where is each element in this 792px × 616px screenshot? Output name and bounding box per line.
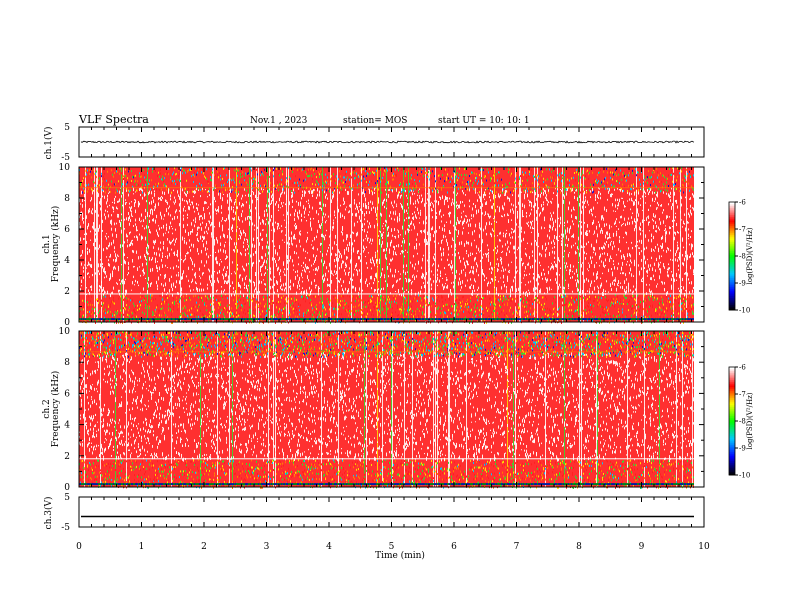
- x-tick-8: 8: [576, 542, 582, 552]
- ch2-spec-ytick-6: 6: [64, 389, 70, 399]
- x-tick-0: 0: [76, 542, 82, 552]
- x-tick-7: 7: [514, 542, 520, 552]
- ch3-ylabel: ch.3(V): [43, 497, 54, 530]
- ch1-colorbar: -6 -7 -8 -9 -10 log(PSD)(V²/Hz): [729, 199, 754, 315]
- x-tick-4: 4: [326, 542, 332, 552]
- ch3-waveform-panel: 5 -5 ch.3(V): [43, 493, 704, 533]
- ch1-spec-ytick-8: 8: [64, 194, 70, 204]
- figure-title: VLF Spectra: [78, 113, 149, 126]
- ch2-cb-label: log(PSD)(V²/Hz): [746, 392, 754, 449]
- ch1-spec-ylabel-b: Frequency (kHz): [50, 206, 61, 283]
- ch2-spectrogram-image: [79, 331, 694, 489]
- ch1-spec-ytick-6: 6: [64, 225, 70, 235]
- x-tick-6: 6: [451, 542, 457, 552]
- ch2-colorbar: -6 -7 -8 -9 -10 log(PSD)(V²/Hz): [729, 364, 754, 480]
- ch1-ytick-top: 5: [64, 123, 70, 133]
- ch2-spec-ylabel-b: Frequency (kHz): [50, 371, 61, 448]
- station-label: station= MOS: [343, 116, 407, 126]
- ch3-ytick-top: 5: [64, 493, 70, 503]
- ch1-spectrogram-image: [79, 167, 694, 324]
- ch1-ylabel: ch.1(V): [43, 127, 54, 160]
- ch2-spec-ytick-4: 4: [64, 421, 70, 431]
- ch2-cb-tick--10: -10: [739, 472, 750, 480]
- ch1-cb-tick--6: -6: [739, 199, 746, 207]
- ch2-cb-tick--7: -7: [739, 391, 746, 399]
- start-time-label: start UT = 10: 10: 1: [438, 116, 530, 126]
- x-tick-1: 1: [139, 542, 145, 552]
- ch3-ytick-bottom: -5: [61, 523, 70, 533]
- ch1-cb-label: log(PSD)(V²/Hz): [746, 227, 754, 284]
- ch2-spec-ytick-2: 2: [64, 452, 70, 462]
- ch1-cb-tick--10: -10: [739, 307, 750, 315]
- ch2-cb-tick--6: -6: [739, 364, 746, 372]
- ch2-spec-ytick-8: 8: [64, 358, 70, 368]
- ch1-waveform-panel: 5 -5 ch.1(V): [43, 123, 704, 163]
- ch1-trace-line: [81, 141, 694, 143]
- ch1-spec-ytick-10: 10: [59, 163, 71, 173]
- date-label: Nov.1 , 2023: [250, 116, 308, 126]
- x-tick-10: 10: [698, 542, 710, 552]
- ch2-spec-ytick-10: 10: [59, 327, 71, 337]
- ch1-ytick-bottom: -5: [61, 153, 70, 163]
- ch1-trace: [81, 141, 694, 143]
- x-axis-label: Time (min): [375, 550, 425, 561]
- ch2-spec-ytick-0: 0: [64, 483, 70, 493]
- ch2-cb-tick--8: -8: [739, 418, 746, 426]
- ch1-spec-ytick-4: 4: [64, 256, 70, 266]
- x-tick-9: 9: [639, 542, 645, 552]
- ch1-cb-tick--9: -9: [739, 280, 746, 288]
- x-tick-2: 2: [201, 542, 207, 552]
- ch1-spec-ytick-2: 2: [64, 287, 70, 297]
- ch2-cb-tick--9: -9: [739, 445, 746, 453]
- x-tick-3: 3: [264, 542, 270, 552]
- ch1-cb-tick--8: -8: [739, 253, 746, 261]
- ch1-cb-tick--7: -7: [739, 226, 746, 234]
